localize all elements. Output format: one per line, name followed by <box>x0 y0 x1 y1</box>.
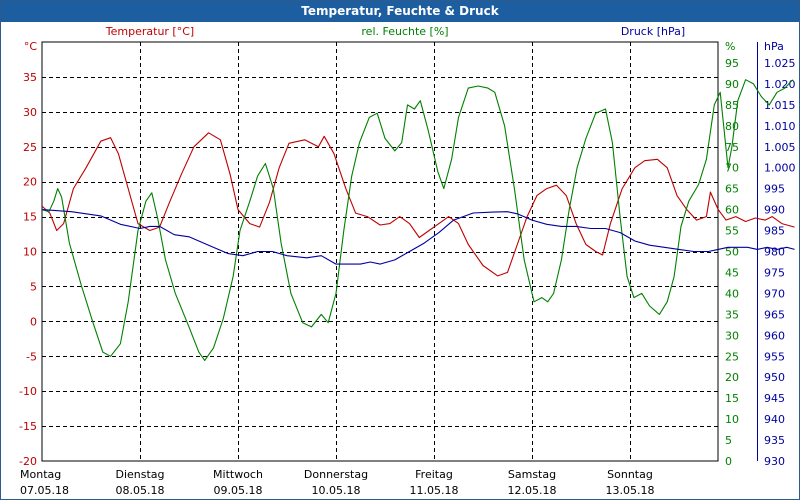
pressure-tick-label: 1.015 <box>764 99 796 112</box>
humidity-tick-label: 65 <box>725 183 739 196</box>
humidity-tick-label: 85 <box>725 99 739 112</box>
pressure-tick-label: 1.010 <box>764 120 796 133</box>
axes: -20 -15 -10 -5 0 5 10 15 20 25 30 35 °C Temperatur [°… <box>19 25 795 497</box>
pressure-tick-label: 970 <box>764 287 785 300</box>
pressure-tick-label: 995 <box>764 183 785 196</box>
temperature-tick-label: 30 <box>23 106 37 119</box>
humidity-tick-label: 80 <box>725 120 739 133</box>
humidity-tick-label: 20 <box>725 371 739 384</box>
humidity-axis-title: rel. Feuchte [%] <box>361 25 448 38</box>
temperature-tick-label: 15 <box>23 211 37 224</box>
temperature-tick-label: 5 <box>30 280 37 293</box>
pressure-tick-label: 1.020 <box>764 78 796 91</box>
pressure-tick-label: 930 <box>764 455 785 468</box>
x-tick-date: 10.05.18 <box>312 484 361 497</box>
temperature-tick-label: -15 <box>19 420 37 433</box>
humidity-tick-label: 60 <box>725 204 739 217</box>
pressure-axis-title: Druck [hPa] <box>621 25 685 38</box>
humidity-tick-label: 15 <box>725 392 739 405</box>
humidity-series-line <box>41 79 794 361</box>
pressure-series-line <box>41 209 795 265</box>
temperature-tick-label: 10 <box>23 246 37 259</box>
humidity-tick-label: 95 <box>725 57 739 70</box>
temperature-tick-label: 0 <box>30 315 37 328</box>
pressure-tick-label: 985 <box>764 225 785 238</box>
gridlines <box>42 42 718 461</box>
humidity-tick-label: 30 <box>725 329 739 342</box>
series-layer <box>41 79 795 361</box>
temperature-tick-label: -20 <box>19 455 37 468</box>
humidity-tick-label: 35 <box>725 308 739 321</box>
x-tick-day: Montag <box>20 468 61 481</box>
pressure-tick-label: 960 <box>764 329 785 342</box>
pressure-tick-label: 975 <box>764 266 785 279</box>
temperature-unit: °C <box>24 40 38 53</box>
humidity-unit: % <box>725 40 735 53</box>
humidity-tick-label: 55 <box>725 225 739 238</box>
x-tick-date: 07.05.18 <box>20 484 69 497</box>
humidity-tick-label: 0 <box>725 455 732 468</box>
x-tick-date: 12.05.18 <box>508 484 557 497</box>
temperature-tick-label: -5 <box>26 350 37 363</box>
pressure-tick-label: 1.005 <box>764 141 796 154</box>
temperature-tick-label: 20 <box>23 176 37 189</box>
temperature-series-line <box>41 132 795 277</box>
x-tick-day: Sonntag <box>607 468 653 481</box>
humidity-tick-label: 25 <box>725 350 739 363</box>
humidity-tick-label: 50 <box>725 246 739 259</box>
x-tick-date: 13.05.18 <box>606 484 655 497</box>
temperature-axis-title: Temperatur [°C] <box>105 25 194 38</box>
pressure-tick-label: 965 <box>764 308 785 321</box>
humidity-tick-label: 45 <box>725 266 739 279</box>
pressure-tick-label: 1.000 <box>764 162 796 175</box>
temperature-tick-label: 25 <box>23 141 37 154</box>
chart-title: Temperatur, Feuchte & Druck <box>1 1 799 22</box>
humidity-tick-label: 5 <box>725 434 732 447</box>
x-tick-day: Dienstag <box>115 468 164 481</box>
pressure-unit: hPa <box>764 40 784 53</box>
plot-area <box>41 41 719 462</box>
x-tick-date: 09.05.18 <box>214 484 263 497</box>
pressure-tick-label: 1.025 <box>764 57 796 70</box>
x-tick-day: Donnerstag <box>304 468 368 481</box>
x-tick-date: 08.05.18 <box>116 484 165 497</box>
humidity-tick-label: 10 <box>725 413 739 426</box>
pressure-tick-label: 950 <box>764 371 785 384</box>
temperature-tick-label: -10 <box>19 385 37 398</box>
x-tick-day: Mittwoch <box>213 468 263 481</box>
pressure-tick-label: 945 <box>764 392 785 405</box>
humidity-tick-label: 90 <box>725 78 739 91</box>
x-tick-date: 11.05.18 <box>410 484 459 497</box>
x-tick-day: Samstag <box>508 468 556 481</box>
temperature-tick-label: 35 <box>23 71 37 84</box>
pressure-tick-label: 935 <box>764 434 785 447</box>
pressure-tick-label: 955 <box>764 350 785 363</box>
x-tick-day: Freitag <box>415 468 453 481</box>
pressure-tick-label: 990 <box>764 204 785 217</box>
humidity-tick-label: 40 <box>725 287 739 300</box>
pressure-tick-label: 940 <box>764 413 785 426</box>
